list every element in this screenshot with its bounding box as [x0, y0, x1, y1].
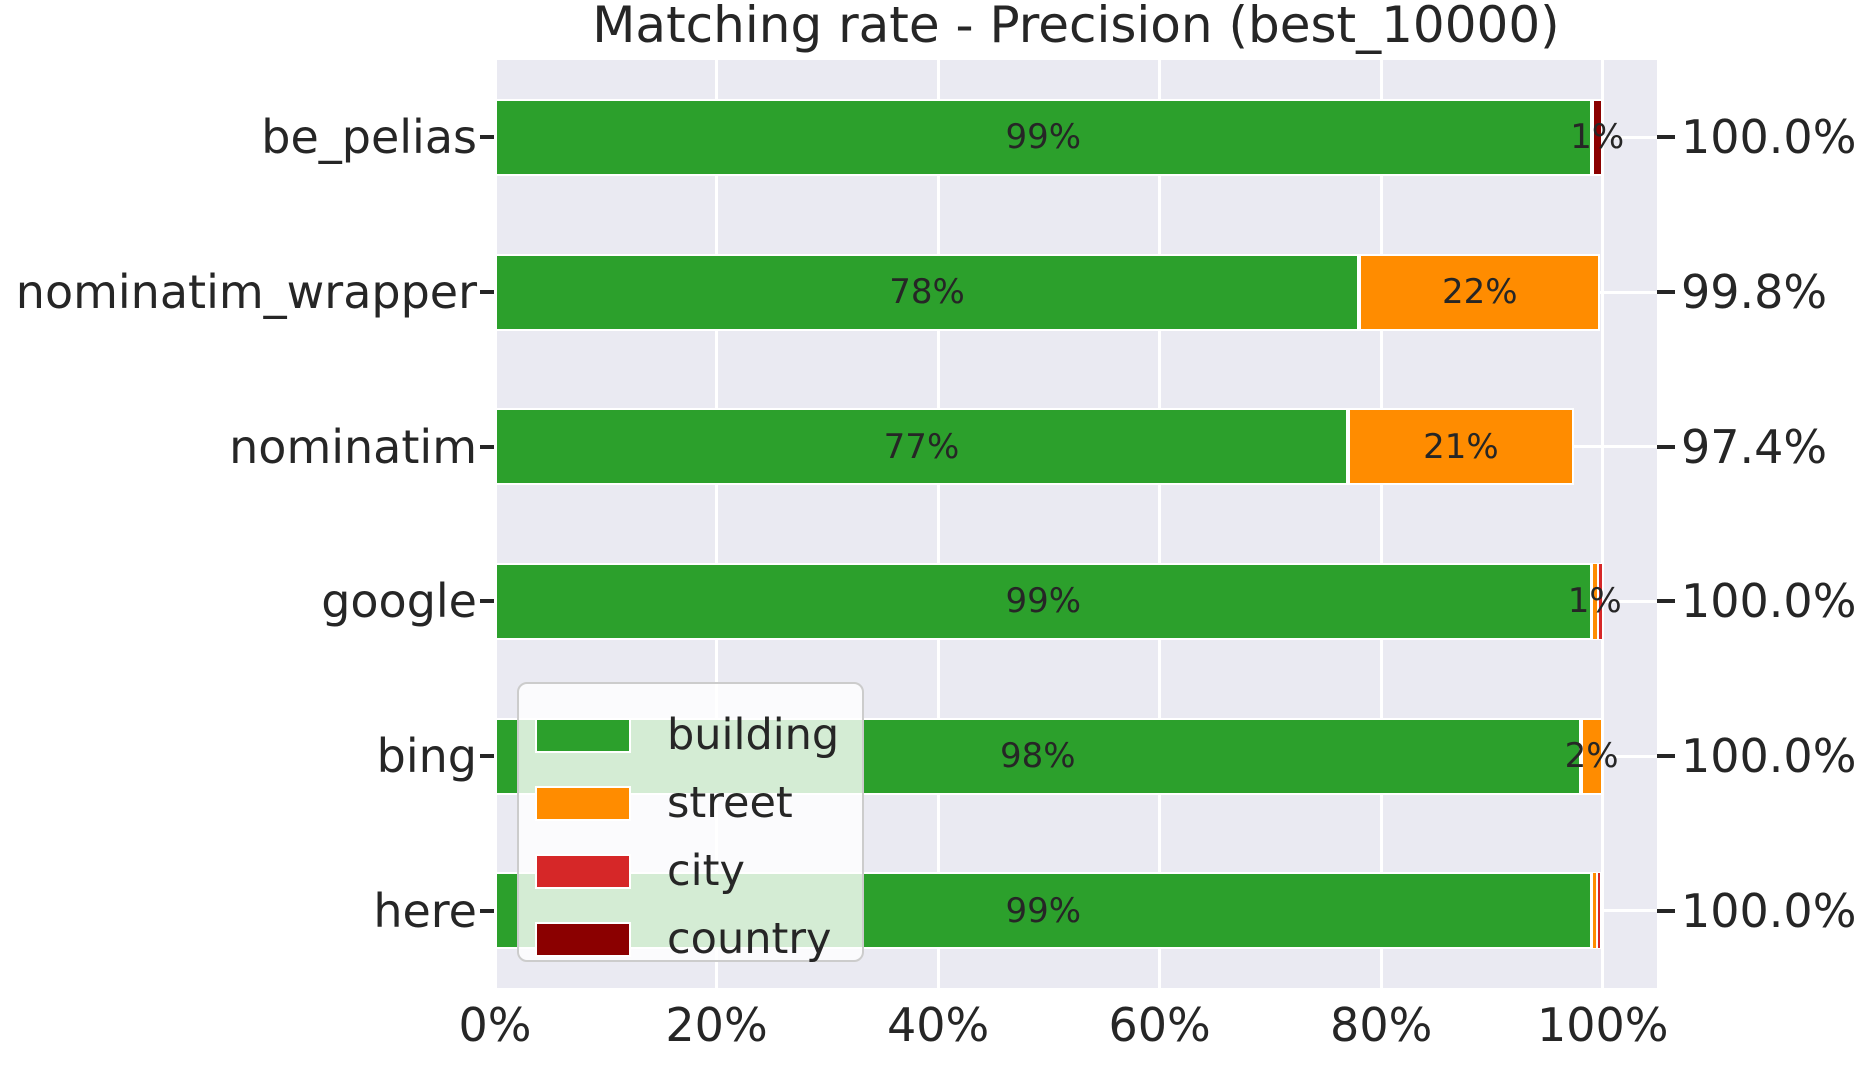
- gridline-x-0: [493, 60, 497, 988]
- bar-value-label: 1%: [1567, 581, 1622, 622]
- right-tick-mark: [1657, 444, 1675, 449]
- y-tick-mark: [480, 135, 494, 140]
- bar-value-label: 78%: [889, 272, 965, 312]
- right-axis-label: 100.0%: [1681, 110, 1857, 165]
- right-tick-mark: [1657, 290, 1675, 294]
- legend-label: street: [667, 778, 793, 828]
- gridline-x-60: [1158, 60, 1162, 988]
- city-swatch: [535, 853, 631, 889]
- bar-value-label: 98%: [999, 736, 1076, 776]
- right-axis-label: 99.8%: [1681, 265, 1828, 319]
- legend-item-street: street: [519, 769, 862, 837]
- bar-value-label: 99%: [1005, 890, 1082, 931]
- right-tick-mark: [1657, 135, 1675, 140]
- bar-segment-building: [495, 253, 1360, 331]
- y-tick-mark: [480, 444, 494, 449]
- bar-segment-building: [495, 408, 1348, 486]
- x-tick-label: 80%: [1330, 998, 1433, 1052]
- bar-segment-country: [1591, 98, 1603, 176]
- x-tick-label: 60%: [1108, 998, 1211, 1052]
- y-tick-label-nominatim: nominatim: [229, 419, 477, 474]
- bar-segment-city: [1597, 562, 1603, 640]
- right-axis-label: 100.0%: [1681, 883, 1857, 938]
- bar-value-label: 22%: [1441, 272, 1518, 312]
- bar-segment-city: [1596, 872, 1601, 950]
- y-tick-label-nominatim_wrapper: nominatim_wrapper: [15, 265, 477, 319]
- bar-segment-street: [1359, 253, 1601, 331]
- y-tick-mark: [480, 599, 494, 604]
- right-axis-label: 100.0%: [1681, 729, 1857, 783]
- building-swatch: [535, 717, 631, 753]
- legend-item-country: country: [519, 905, 862, 973]
- bar-nominatim_wrapper: [495, 253, 1601, 331]
- gridline-x-80: [1379, 60, 1383, 988]
- bar-value-label: 77%: [883, 426, 960, 467]
- legend-item-building: building: [519, 701, 862, 769]
- legend-item-city: city: [519, 837, 862, 905]
- chart-title: Matching rate - Precision (best_10000): [592, 0, 1560, 54]
- right-tick-mark: [1657, 599, 1675, 604]
- legend-label: building: [667, 710, 840, 760]
- right-tick-mark: [1657, 754, 1675, 758]
- right-axis-label: 97.4%: [1681, 419, 1828, 474]
- country-swatch: [535, 921, 631, 957]
- y-tick-label-be_pelias: be_pelias: [261, 110, 477, 165]
- bar-value-label: 1%: [1570, 117, 1625, 158]
- y-tick-mark: [480, 290, 494, 294]
- legend-label: country: [667, 914, 832, 964]
- bar-value-label: 99%: [1005, 117, 1082, 158]
- y-tick-mark: [480, 754, 494, 758]
- x-tick-label: 40%: [886, 998, 990, 1052]
- bar-segment-street: [1347, 408, 1574, 486]
- bar-segment-street: [1580, 717, 1603, 795]
- y-tick-mark: [480, 908, 494, 913]
- legend: building street city country: [517, 682, 864, 964]
- gridline-x-20: [715, 60, 719, 988]
- legend-label: city: [667, 846, 745, 896]
- bar-be_pelias: [495, 98, 1603, 176]
- y-tick-label-here: here: [373, 883, 477, 938]
- y-tick-label-google: google: [321, 574, 477, 629]
- gridline-x-100: [1601, 60, 1605, 988]
- x-tick-label: 20%: [665, 998, 768, 1052]
- bar-value-label: 2%: [1564, 736, 1619, 776]
- right-axis-label: 100.0%: [1681, 574, 1857, 629]
- bar-segment-building: [495, 562, 1592, 640]
- bar-segment-building: [495, 98, 1592, 176]
- bar-value-label: 99%: [1005, 581, 1082, 622]
- x-tick-label: 100%: [1536, 998, 1669, 1052]
- bar-segment-street: [1591, 872, 1597, 950]
- bar-nominatim: [495, 408, 1574, 486]
- bar-segment-street: [1591, 562, 1598, 640]
- x-tick-label: 0%: [458, 998, 532, 1052]
- bar-google: [495, 562, 1603, 640]
- street-swatch: [535, 785, 631, 821]
- y-tick-label-bing: bing: [376, 729, 477, 783]
- right-tick-mark: [1657, 908, 1675, 913]
- bar-value-label: 21%: [1423, 426, 1499, 467]
- gridline-x-40: [936, 60, 940, 988]
